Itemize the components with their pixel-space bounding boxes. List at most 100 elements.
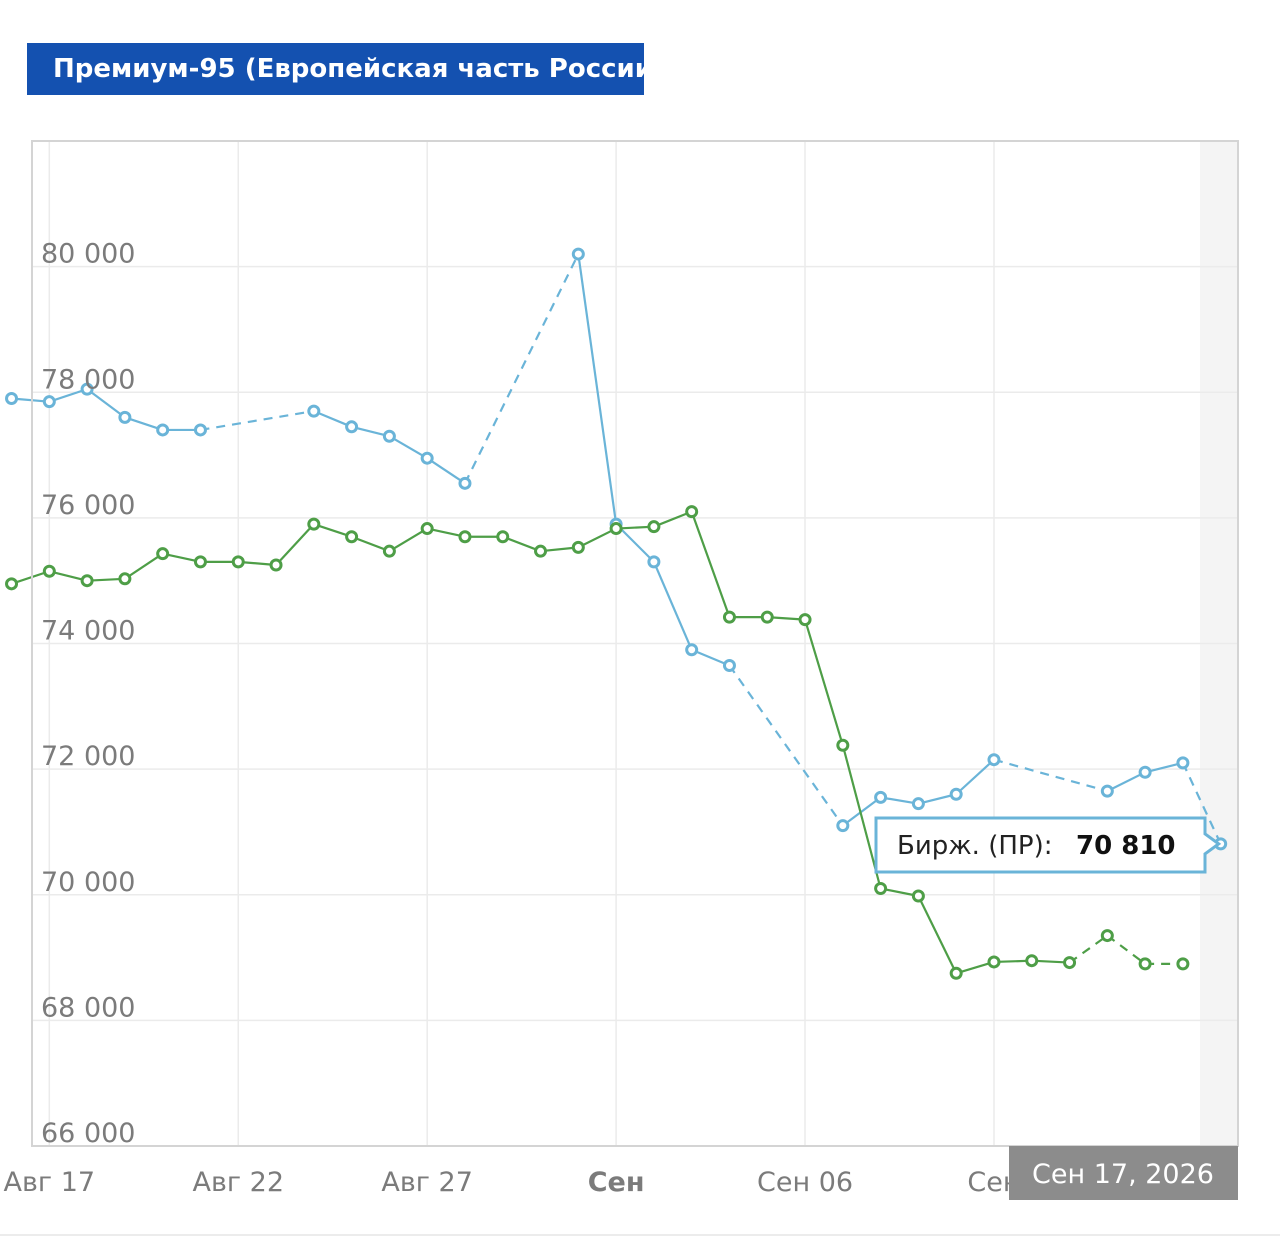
series-2-segment — [841, 744, 882, 889]
x-tick-label: Авг 22 — [192, 1167, 284, 1198]
series-1-point[interactable] — [156, 423, 170, 437]
series-1-point[interactable] — [420, 451, 434, 465]
x-tick-label: Сен — [588, 1167, 645, 1198]
series-2-point[interactable] — [1176, 957, 1190, 971]
series-1-point[interactable] — [1138, 765, 1152, 779]
series-1-point[interactable] — [80, 382, 94, 396]
tooltip: Бирж. (ПР): 70 810 — [874, 816, 1222, 874]
series-2-point[interactable] — [5, 577, 19, 591]
series-1-segment — [313, 410, 353, 428]
series-1-point[interactable] — [685, 643, 699, 657]
series-2-point[interactable] — [1100, 929, 1114, 943]
series-1-segment — [691, 648, 730, 667]
series-2-segment — [275, 523, 315, 566]
series-1-point[interactable] — [722, 658, 736, 672]
series-2-point[interactable] — [1138, 957, 1152, 971]
series-2-point[interactable] — [382, 544, 396, 558]
y-tick-label: 68 000 — [41, 992, 135, 1023]
series-2-point[interactable] — [231, 555, 245, 569]
y-tick-label: 80 000 — [41, 239, 135, 270]
series-1-segment — [1106, 771, 1146, 793]
series-2-segment — [1068, 934, 1108, 964]
series-2-point[interactable] — [156, 547, 170, 561]
series-2-point[interactable] — [949, 966, 963, 980]
series-1-segment — [86, 388, 126, 419]
series-1-point[interactable] — [836, 819, 850, 833]
series-2-segment — [653, 510, 693, 528]
series-2-point[interactable] — [420, 522, 434, 536]
y-tick-label: 72 000 — [41, 741, 135, 772]
series-2-point[interactable] — [571, 540, 585, 554]
series-2-point[interactable] — [987, 955, 1001, 969]
series-1-point[interactable] — [911, 797, 925, 811]
series-2-point[interactable] — [269, 558, 283, 572]
series-1-point[interactable] — [1176, 756, 1190, 770]
plot-border — [31, 140, 1239, 1147]
bottom-rule — [0, 1234, 1280, 1236]
series-1-segment — [426, 457, 466, 485]
series-1-segment — [577, 253, 618, 525]
series-1-point[interactable] — [382, 429, 396, 443]
series-1-segment — [993, 758, 1108, 793]
series-2-point[interactable] — [760, 610, 774, 624]
tooltip-series-label: Бирж. (ПР): — [897, 831, 1052, 861]
series-2-point[interactable] — [345, 530, 359, 544]
series-1-point[interactable] — [5, 392, 19, 406]
series-2-point[interactable] — [496, 530, 510, 544]
series-2-point[interactable] — [118, 572, 132, 586]
series-2-segment — [124, 552, 164, 580]
series-2-point[interactable] — [874, 881, 888, 895]
series-2-segment — [11, 570, 50, 585]
series-1-point[interactable] — [118, 410, 132, 424]
crosshair-date-box — [1009, 1146, 1238, 1200]
series-2-point[interactable] — [836, 738, 850, 752]
chart-title: Премиум-95 (Европейская часть России) — [27, 43, 665, 95]
x-tick-label: Авг 27 — [381, 1167, 473, 1198]
series-1-segment — [200, 410, 315, 432]
series-1-point[interactable] — [1100, 784, 1114, 798]
series-1-point[interactable] — [987, 753, 1001, 767]
tooltip-value: 70 810 — [1076, 831, 1176, 861]
series-1-point[interactable] — [571, 247, 585, 261]
series-2-point[interactable] — [647, 520, 661, 534]
series-2-point[interactable] — [609, 522, 623, 536]
series-2-point[interactable] — [193, 555, 207, 569]
y-tick-label: 70 000 — [41, 867, 135, 898]
series-1-point[interactable] — [193, 423, 207, 437]
series-2-point[interactable] — [798, 613, 812, 627]
series-2-point[interactable] — [1025, 954, 1039, 968]
series-2-segment — [351, 535, 390, 553]
series-2-point[interactable] — [685, 505, 699, 519]
series-2-point[interactable] — [911, 889, 925, 903]
x-tick-label: Авг 17 — [4, 1167, 96, 1198]
series-1-point[interactable] — [458, 476, 472, 490]
series-2-point[interactable] — [42, 564, 56, 578]
y-tick-label: 78 000 — [41, 364, 135, 395]
series-2-point[interactable] — [534, 544, 548, 558]
series-2-point[interactable] — [1063, 956, 1077, 970]
series-2-point[interactable] — [307, 517, 321, 531]
series-1-segment — [842, 796, 882, 827]
series-2-segment — [1106, 934, 1146, 965]
series-2-point[interactable] — [80, 574, 94, 588]
series-2-segment — [388, 527, 428, 553]
tooltip-box — [874, 816, 1222, 874]
series-2-point[interactable] — [458, 530, 472, 544]
series-2-segment — [577, 527, 617, 549]
series-2-point[interactable] — [722, 610, 736, 624]
series-1-point[interactable] — [949, 787, 963, 801]
series-2-segment — [917, 895, 958, 974]
series-2-segment — [690, 511, 731, 618]
series-1-segment — [728, 664, 844, 827]
series-2-segment — [955, 960, 995, 975]
series-1-point[interactable] — [647, 555, 661, 569]
series-1-point[interactable] — [42, 395, 56, 409]
series-1-point[interactable] — [874, 790, 888, 804]
series-2-segment — [502, 535, 541, 553]
series-1-segment — [955, 758, 995, 796]
series-1-point[interactable] — [345, 420, 359, 434]
series-1-point[interactable] — [307, 404, 321, 418]
y-tick-label: 66 000 — [41, 1118, 135, 1149]
y-tick-label: 76 000 — [41, 490, 135, 521]
